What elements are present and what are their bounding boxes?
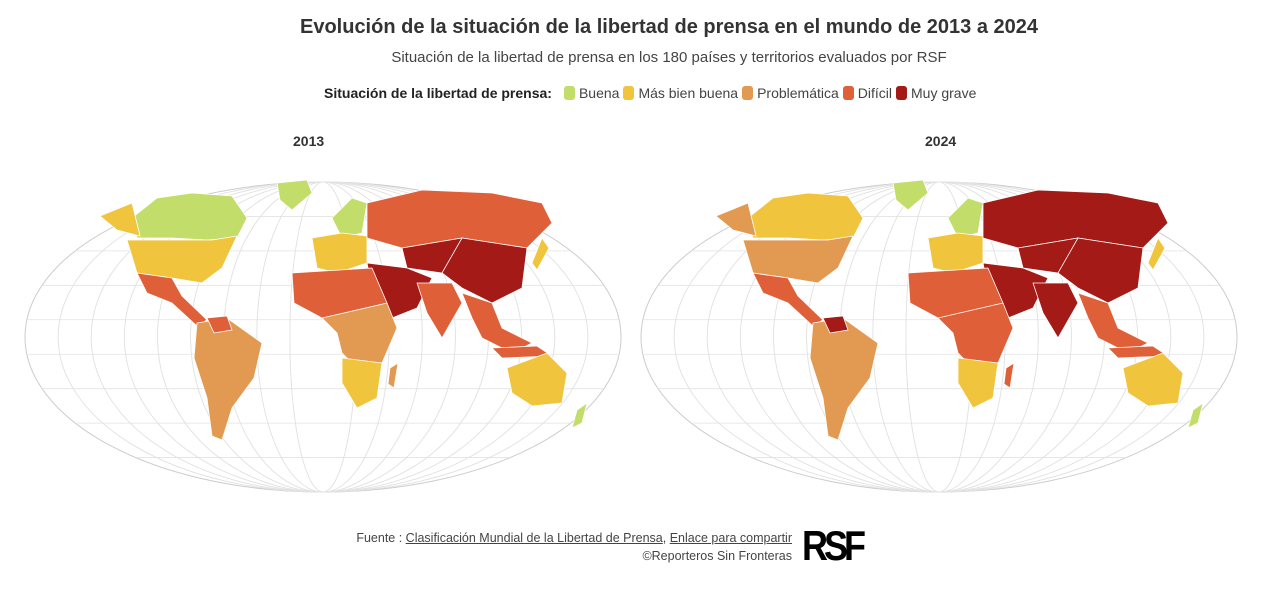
- region-indonesia: [491, 345, 553, 359]
- legend-item-dificil: Difícil: [857, 85, 893, 101]
- region-venezuela: [822, 315, 849, 334]
- region-india: [1032, 282, 1079, 339]
- world-map-2013[interactable]: [22, 178, 624, 496]
- source-prefix: Fuente :: [356, 531, 406, 545]
- region-madagascar: [1003, 362, 1015, 389]
- region-australia: [1122, 352, 1184, 407]
- legend-item-buena: Buena: [578, 85, 620, 101]
- copyright: ©Reporteros Sin Fronteras: [642, 549, 792, 563]
- region-greenland: [276, 179, 313, 211]
- legend-swatch-problematica: [742, 86, 754, 100]
- region-russia: [366, 189, 553, 249]
- region-india: [416, 282, 463, 339]
- region-alaska: [99, 202, 141, 237]
- region-madagascar: [387, 362, 399, 389]
- legend-swatch-mas-bien-buena: [623, 86, 635, 100]
- region-russia: [982, 189, 1169, 249]
- footer: Fuente : Clasificación Mundial de la Lib…: [300, 529, 792, 565]
- legend-swatch-muy-grave: [896, 86, 908, 100]
- region-greenland: [892, 179, 929, 211]
- chart-subtitle: Situación de la libertad de prensa en lo…: [391, 49, 947, 66]
- region-canada: [747, 192, 864, 241]
- graticule-meridian: [57, 181, 589, 493]
- legend-item-problematica: Problemática: [757, 85, 839, 101]
- legend: Situación de la libertad de prensa: Buen…: [324, 85, 976, 101]
- region-africa-south: [341, 357, 383, 409]
- region-venezuela: [206, 315, 233, 334]
- region-africa-south: [957, 357, 999, 409]
- source-link[interactable]: Clasificación Mundial de la Libertad de …: [405, 531, 663, 545]
- region-australia: [506, 352, 568, 407]
- region-japan: [531, 237, 550, 271]
- graticule-meridian: [673, 181, 1205, 493]
- chart-title: Evolución de la situación de la libertad…: [299, 16, 1039, 38]
- region-japan: [1147, 237, 1166, 271]
- map-year-2024: 2024: [925, 133, 957, 149]
- region-new-zealand: [571, 402, 588, 429]
- legend-item-muy-grave: Muy grave: [911, 85, 977, 101]
- region-indonesia: [1107, 345, 1169, 359]
- separator: ,: [662, 531, 670, 545]
- legend-swatch-buena: [563, 86, 575, 100]
- region-new-zealand: [1187, 402, 1204, 429]
- legend-label: Situación de la libertad de prensa:: [324, 85, 552, 101]
- legend-item-mas-bien-buena: Más bien buena: [638, 85, 739, 101]
- region-canada: [131, 192, 248, 241]
- map-year-2013: 2013: [293, 133, 325, 149]
- world-map-2024[interactable]: [638, 178, 1240, 496]
- share-link[interactable]: Enlace para compartir: [669, 531, 792, 545]
- legend-swatch-dificil: [842, 86, 854, 100]
- region-south-america: [809, 317, 879, 441]
- region-alaska: [715, 202, 757, 237]
- region-south-america: [193, 317, 263, 441]
- rsf-logo: RSF: [802, 522, 866, 570]
